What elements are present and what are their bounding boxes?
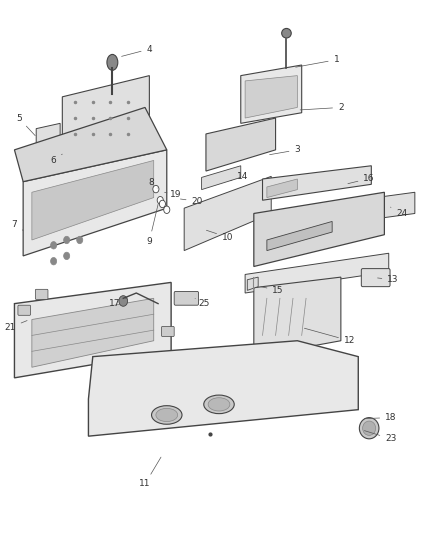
Text: 11: 11: [139, 457, 161, 488]
Text: 18: 18: [364, 413, 397, 422]
Polygon shape: [23, 150, 167, 256]
Polygon shape: [32, 298, 154, 367]
Polygon shape: [14, 282, 171, 378]
Ellipse shape: [152, 406, 182, 424]
Polygon shape: [62, 76, 149, 160]
Text: 21: 21: [4, 320, 27, 332]
Text: 25: 25: [195, 298, 209, 308]
Polygon shape: [267, 179, 297, 198]
FancyBboxPatch shape: [162, 326, 174, 336]
Polygon shape: [201, 166, 241, 190]
Text: 1: 1: [296, 55, 339, 67]
Text: 14: 14: [230, 172, 249, 181]
Text: 17: 17: [109, 298, 127, 308]
Polygon shape: [88, 341, 358, 436]
Text: 2: 2: [300, 103, 344, 112]
Ellipse shape: [363, 421, 376, 435]
Polygon shape: [262, 166, 371, 200]
Text: 16: 16: [348, 174, 375, 184]
Polygon shape: [36, 123, 60, 144]
Polygon shape: [254, 277, 341, 357]
Circle shape: [164, 206, 170, 214]
Ellipse shape: [359, 418, 379, 439]
Text: 5: 5: [16, 114, 35, 135]
Polygon shape: [245, 76, 297, 118]
Polygon shape: [184, 176, 271, 251]
Text: 13: 13: [378, 275, 399, 284]
FancyBboxPatch shape: [361, 269, 390, 287]
Ellipse shape: [282, 28, 291, 38]
Text: 20: 20: [180, 197, 203, 206]
Text: 7: 7: [11, 220, 23, 230]
Polygon shape: [336, 192, 415, 224]
FancyBboxPatch shape: [35, 289, 48, 300]
Circle shape: [50, 257, 57, 265]
Ellipse shape: [204, 395, 234, 414]
Circle shape: [64, 236, 70, 244]
Polygon shape: [241, 65, 302, 123]
Ellipse shape: [208, 398, 230, 411]
Text: 8: 8: [148, 178, 157, 188]
Circle shape: [77, 236, 83, 244]
Text: 24: 24: [391, 207, 407, 218]
Polygon shape: [247, 277, 258, 290]
Polygon shape: [267, 221, 332, 251]
Text: 23: 23: [364, 431, 396, 443]
Circle shape: [50, 241, 57, 249]
Text: 12: 12: [304, 328, 355, 345]
Circle shape: [153, 185, 159, 193]
Polygon shape: [245, 253, 389, 293]
Text: 15: 15: [261, 286, 284, 295]
FancyBboxPatch shape: [174, 292, 198, 305]
Circle shape: [157, 197, 163, 204]
Text: 4: 4: [122, 45, 152, 56]
Text: 6: 6: [51, 154, 62, 165]
Circle shape: [64, 252, 70, 260]
Text: 9: 9: [146, 204, 158, 246]
Ellipse shape: [156, 408, 178, 422]
Polygon shape: [254, 192, 385, 266]
Polygon shape: [14, 108, 167, 182]
Circle shape: [119, 296, 127, 306]
Text: 10: 10: [206, 230, 233, 242]
Polygon shape: [206, 118, 276, 171]
FancyBboxPatch shape: [18, 305, 31, 316]
Text: 3: 3: [270, 146, 300, 155]
Circle shape: [159, 200, 166, 208]
Polygon shape: [32, 160, 154, 240]
Text: 19: 19: [165, 190, 181, 199]
Ellipse shape: [107, 54, 118, 70]
